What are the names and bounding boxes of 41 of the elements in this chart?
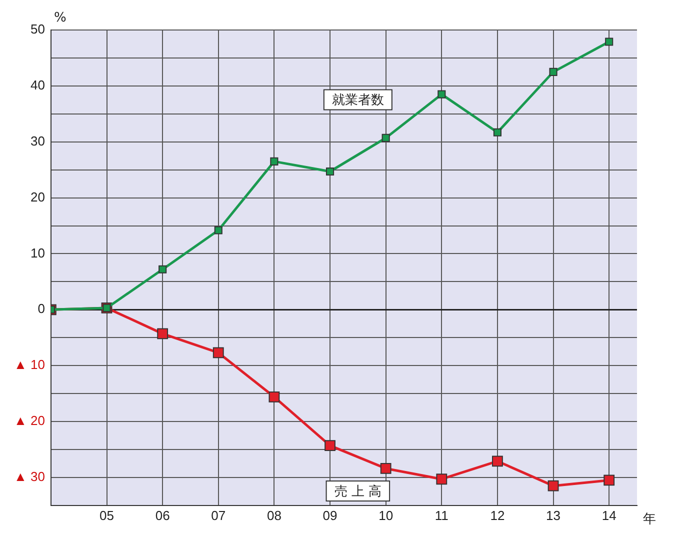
point <box>438 90 446 98</box>
x-tick-label: 09 <box>322 508 338 523</box>
x-tick-label: 13 <box>546 508 561 523</box>
point <box>270 157 278 166</box>
x-tick-label: 12 <box>490 508 505 523</box>
point <box>380 463 392 474</box>
point <box>157 328 168 340</box>
x-tick-label: 05 <box>100 508 114 523</box>
point <box>436 474 448 485</box>
point <box>214 226 222 234</box>
point <box>605 38 614 46</box>
point <box>549 68 558 76</box>
point <box>158 265 167 274</box>
x-axis-title: 年 <box>643 512 656 527</box>
x-tick-label: 14 <box>602 508 616 523</box>
point <box>324 440 336 452</box>
y-axis-title: % <box>54 10 66 26</box>
point <box>212 347 224 358</box>
x-tick-label: 06 <box>155 508 170 523</box>
point <box>382 134 390 142</box>
y-tick-label: 30 <box>30 133 45 148</box>
x-tick-label: 10 <box>378 508 394 523</box>
x-tick-label: 07 <box>211 508 226 523</box>
y-tick-label: ▲ 10 <box>14 357 45 372</box>
point <box>548 480 559 492</box>
y-tick-label: ▲ 30 <box>14 469 45 484</box>
point <box>604 474 615 486</box>
x-tick-label: 11 <box>434 508 448 523</box>
y-tick-label: 40 <box>30 78 45 93</box>
point <box>268 391 280 402</box>
y-tick-label: 0 <box>38 301 45 316</box>
y-tick-label: ▲ 20 <box>14 413 45 428</box>
point <box>492 456 503 467</box>
series-label: 売 上 高 <box>334 483 382 500</box>
y-tick-label: 20 <box>30 189 45 204</box>
x-tick-label: 08 <box>266 508 282 523</box>
y-tick-label: 10 <box>30 245 45 260</box>
point <box>493 128 502 136</box>
point <box>326 167 334 176</box>
y-tick-label: 50 <box>30 22 45 37</box>
series-label: 就業者数 <box>332 93 384 108</box>
